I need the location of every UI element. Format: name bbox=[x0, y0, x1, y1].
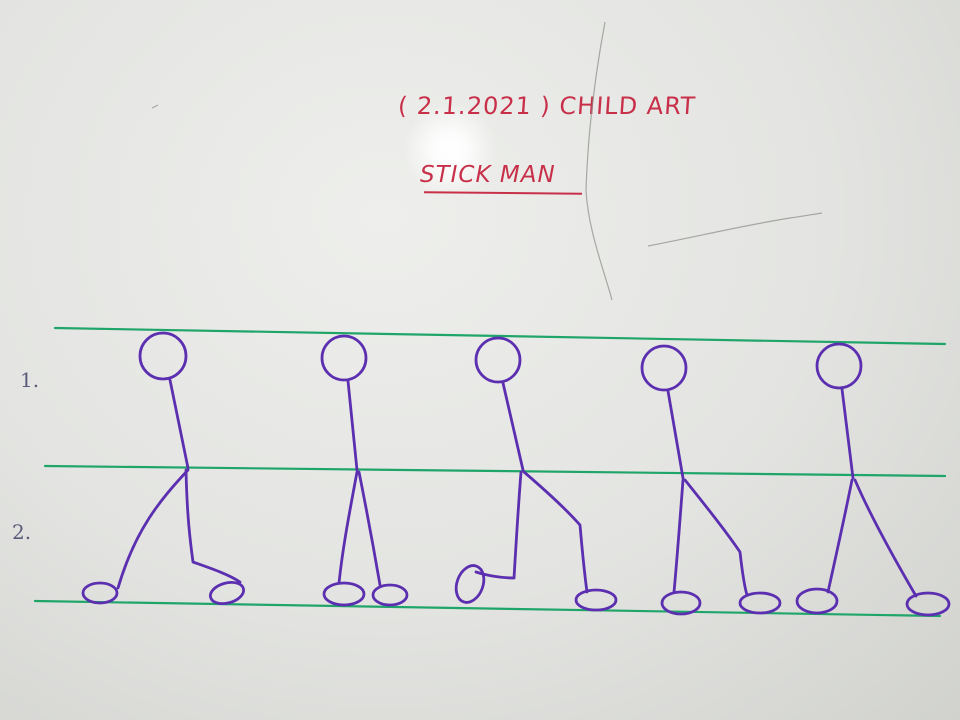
row-label-1: 1. bbox=[20, 368, 40, 392]
stick-man-3 bbox=[454, 336, 618, 612]
leg-left bbox=[116, 468, 190, 590]
foot-right bbox=[905, 591, 951, 617]
head bbox=[474, 336, 522, 384]
stick-man-1 bbox=[81, 331, 246, 606]
leg-right bbox=[184, 468, 242, 584]
head bbox=[138, 331, 188, 381]
foot-left bbox=[454, 564, 486, 604]
foot-right bbox=[574, 588, 618, 612]
leg-right bbox=[357, 470, 382, 587]
row-label-2: 2. bbox=[12, 520, 32, 544]
torso bbox=[666, 389, 685, 480]
guide-line-top bbox=[53, 326, 947, 346]
foot-left bbox=[81, 581, 119, 605]
board-scratches bbox=[151, 21, 823, 301]
light-glare bbox=[400, 105, 500, 195]
guide-line-bottom bbox=[33, 599, 942, 618]
leg-left bbox=[474, 470, 523, 580]
head bbox=[640, 344, 688, 392]
foot-right bbox=[738, 591, 782, 615]
leg-right bbox=[853, 478, 918, 598]
foot-right bbox=[371, 583, 409, 607]
leg-left bbox=[337, 470, 359, 585]
leg-right bbox=[683, 478, 749, 597]
guide-lines bbox=[33, 326, 947, 618]
head bbox=[320, 334, 368, 382]
leg-right bbox=[522, 470, 589, 594]
foot-right bbox=[208, 580, 246, 606]
foot-left bbox=[660, 590, 702, 616]
torso bbox=[168, 378, 190, 470]
stick-man-5 bbox=[795, 342, 951, 617]
foot-left bbox=[795, 587, 839, 615]
leg-left bbox=[672, 478, 685, 594]
torso bbox=[501, 381, 525, 472]
stick-man-2 bbox=[320, 334, 409, 607]
leg-left bbox=[826, 478, 854, 594]
torso bbox=[346, 379, 359, 472]
head bbox=[815, 342, 863, 390]
guide-line-middle bbox=[43, 464, 947, 478]
foot-left bbox=[322, 581, 366, 607]
stick-man-4 bbox=[640, 344, 782, 616]
board-subtitle: STICK MAN bbox=[420, 162, 556, 188]
torso bbox=[840, 387, 855, 480]
